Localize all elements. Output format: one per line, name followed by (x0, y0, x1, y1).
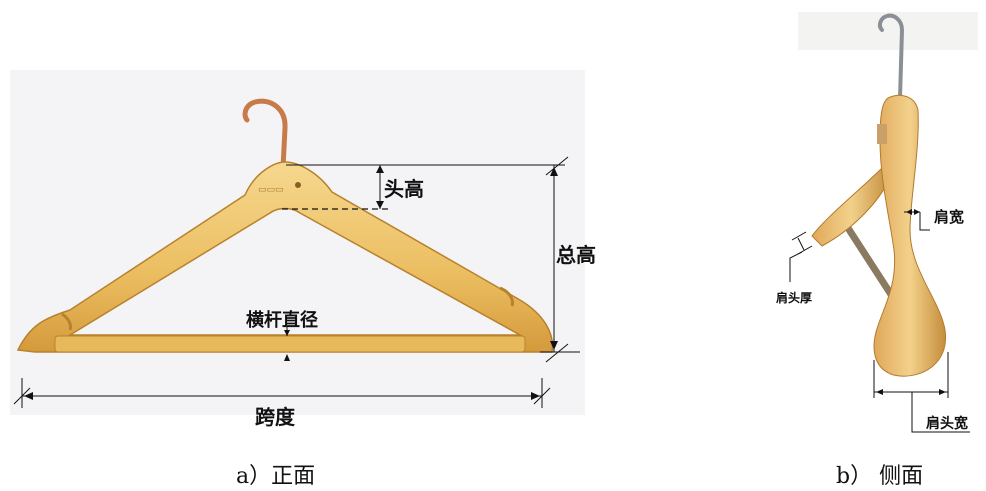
total-height-label: 总高 (556, 243, 596, 267)
front-view-drawing: ▭▭▭ 头高 总高 横杆直径 跨度 (10, 70, 596, 429)
total-arrow-top (550, 167, 558, 176)
metal-crossbar (844, 224, 896, 300)
bar-arrow-down (284, 330, 290, 336)
head-arrow-bottom (376, 201, 384, 209)
stw-leader (911, 392, 970, 433)
side-view-drawing: 肩宽 肩头厚 肩头宽 (776, 12, 978, 433)
total-arrow-bottom (550, 341, 558, 350)
sw-arrow-right (914, 209, 920, 215)
side-backdrop (798, 12, 978, 50)
side-caption: b） 侧面 (836, 464, 924, 489)
front-caption: a）正面 (236, 464, 316, 489)
shoulder-tip-width-label: 肩头宽 (926, 415, 968, 432)
photo-backdrop (10, 70, 585, 415)
total-tick-top (545, 156, 569, 176)
left-notch (61, 312, 72, 331)
side-logo-plate (877, 124, 887, 144)
sw-arrow-left (906, 209, 912, 215)
stt-tick-top (791, 231, 807, 241)
screw-mark (295, 182, 301, 188)
stt-arrow (797, 237, 805, 251)
front-view-panel: ▭▭▭ 头高 总高 横杆直径 跨度 a）正面 (10, 70, 596, 489)
stt-leader (789, 251, 803, 282)
shoulder-width-leader (919, 212, 930, 231)
stw-arrow-right (939, 389, 946, 395)
span-label: 跨度 (255, 405, 296, 429)
side-view-panel: 肩宽 肩头厚 肩头宽 b） 侧面 (770, 0, 986, 491)
right-notch (499, 286, 514, 307)
hanger-side-body (873, 94, 946, 377)
copper-hook (242, 98, 288, 171)
steel-hook (877, 13, 905, 100)
span-arrow-right (531, 392, 540, 400)
logo-mark: ▭▭▭ (258, 185, 284, 195)
head-arrow-top (376, 165, 384, 173)
hanger-crossbar (54, 335, 526, 353)
total-tick-bottom (545, 343, 569, 363)
bar-arrow-up (284, 354, 290, 361)
shoulder-tip-thickness-label: 肩头厚 (776, 290, 812, 305)
head-height-label: 头高 (384, 177, 424, 201)
bar-diameter-label: 横杆直径 (246, 309, 318, 331)
shoulder-width-label: 肩宽 (934, 208, 964, 226)
stw-arrow-left (876, 389, 883, 395)
span-arrow-left (24, 392, 33, 400)
